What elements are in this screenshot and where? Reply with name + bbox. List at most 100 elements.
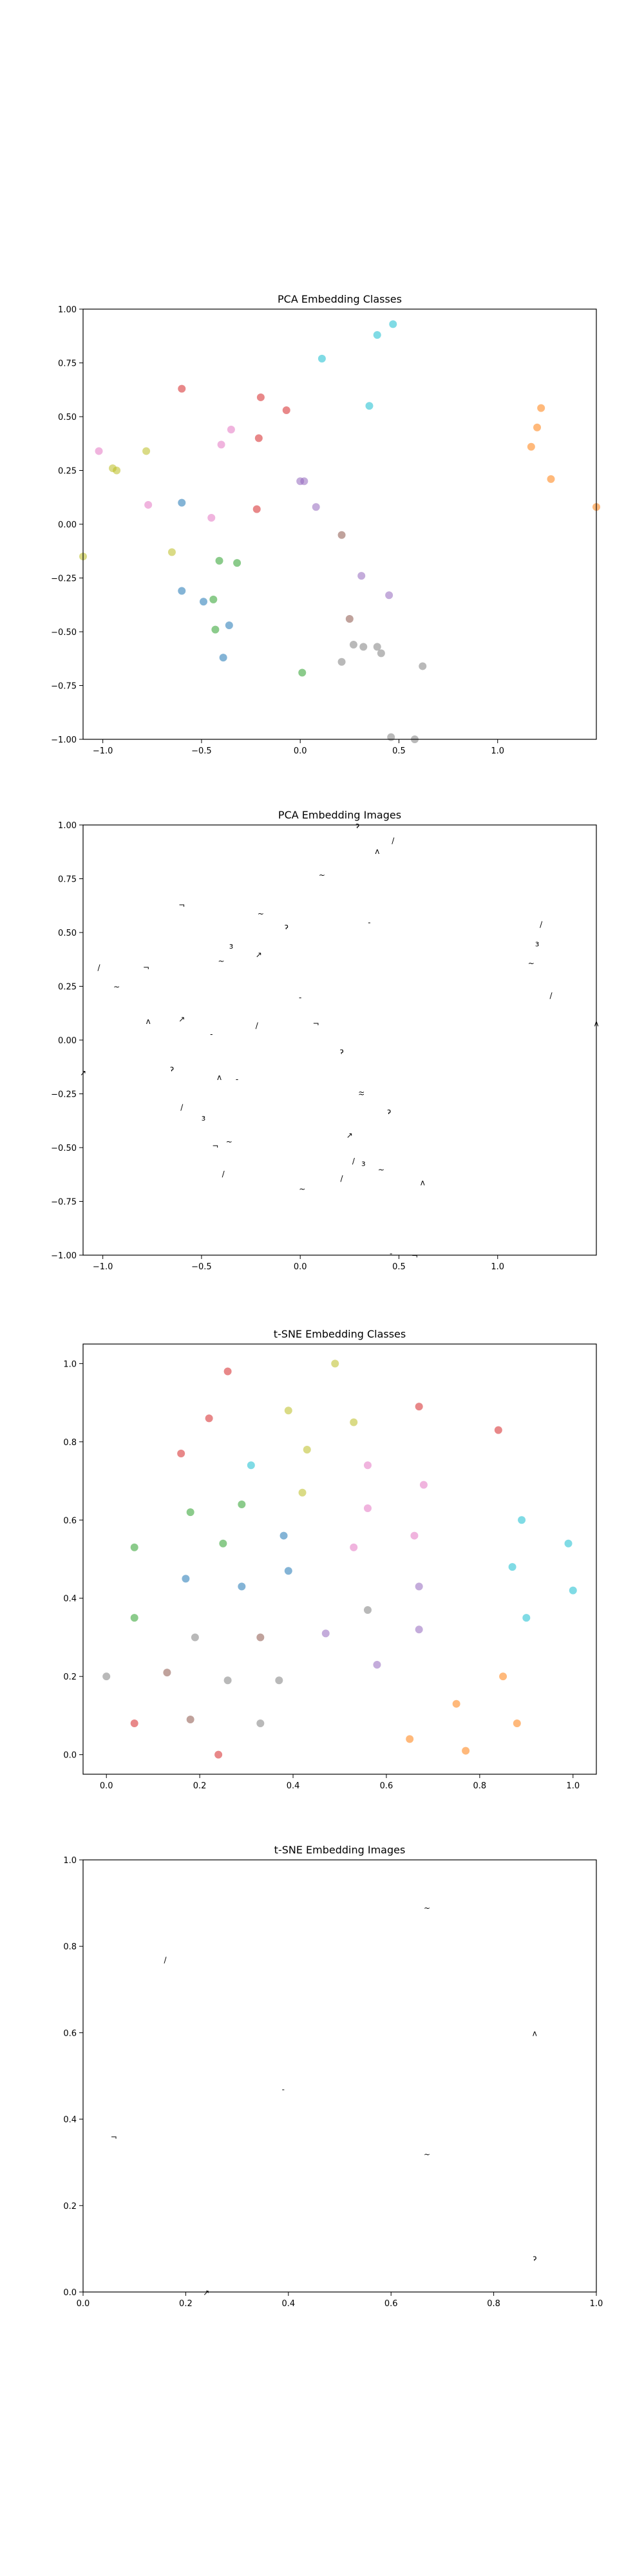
y-tick-label: 1.0: [63, 1856, 77, 1866]
data-point-glyph: ~: [358, 1090, 365, 1099]
data-point: [533, 423, 542, 431]
y-tick-label: 0.2: [63, 2202, 77, 2211]
data-point-glyph: ~: [226, 1137, 232, 1146]
data-point: [537, 404, 545, 412]
y-tick-label: −0.75: [51, 682, 77, 692]
data-point-glyph: /: [392, 836, 395, 845]
x-tick-label: 0.5: [392, 746, 406, 756]
data-point-glyph: ~: [424, 2150, 430, 2159]
data-point: [282, 406, 290, 414]
data-point: [415, 1403, 423, 1411]
data-point: [256, 1633, 265, 1642]
y-tick-label: 0.4: [63, 2116, 77, 2125]
data-point: [350, 1418, 358, 1426]
data-point: [238, 1500, 246, 1508]
x-tick-label: 0.4: [281, 2299, 295, 2309]
data-point-glyph: ↗: [256, 950, 262, 959]
data-point: [387, 733, 395, 741]
data-point: [167, 548, 176, 556]
data-point: [373, 331, 381, 339]
y-tick-label: 0.50: [58, 413, 77, 422]
chart-panel-pca-images: PCA Embedding Images ~ / ʌ - ¬ ~ ɂ ↗ / ɜ ~ / ʌ - ¬ ~ ɂ ↗ / ɜ…: [0, 786, 644, 1300]
x-tick-label: 1.0: [491, 1262, 504, 1272]
data-point: [284, 1567, 292, 1575]
data-point-glyph: /: [222, 1170, 225, 1179]
data-point: [527, 442, 535, 451]
data-point: [298, 668, 307, 677]
data-point: [252, 505, 261, 513]
data-point: [227, 426, 235, 434]
x-tick-label: 0.0: [294, 1262, 307, 1272]
axes-frame: [82, 1343, 597, 1775]
data-point-glyph: ɜ: [361, 1159, 365, 1168]
y-tick-label: 1.0: [63, 1359, 77, 1369]
data-point-glyph: ʌ: [217, 1073, 222, 1082]
data-point: [410, 1531, 419, 1540]
x-tick-label: 1.0: [590, 2299, 603, 2309]
data-point: [415, 1625, 423, 1634]
data-point-glyph: ¬: [412, 1251, 418, 1260]
y-tick-label: 0.50: [58, 929, 77, 938]
data-point-glyph: -: [368, 918, 370, 927]
data-point-glyph: ~: [258, 909, 264, 918]
data-point-glyph: ɂ: [355, 821, 359, 830]
data-point-glyph: /: [540, 920, 543, 929]
y-tick-label: 0.6: [63, 2029, 77, 2038]
y-tick-label: 0.6: [63, 1516, 77, 1526]
x-tick-label: 0.8: [487, 2299, 500, 2309]
chart-title: PCA Embedding Classes: [278, 293, 402, 305]
data-point: [331, 1359, 339, 1368]
data-point: [256, 393, 265, 401]
data-point: [142, 447, 151, 455]
axes-frame: [82, 1859, 597, 2293]
data-point: [217, 440, 225, 449]
data-point: [317, 354, 326, 363]
x-tick-label: 0.0: [294, 746, 307, 756]
data-point-glyph: ¬: [178, 901, 185, 910]
data-point-glyph: /: [549, 991, 553, 1000]
data-point-glyph: -: [210, 1030, 213, 1039]
data-point: [215, 556, 223, 565]
data-point-glyph: ~: [299, 1184, 305, 1193]
data-point: [214, 1750, 223, 1759]
chart-panel-tsne-classes: t-SNE Embedding Classes 0.0 0.2 0.4 0.6 0.8 1.…: [0, 1305, 644, 1819]
x-tick-label: 0.6: [384, 2299, 398, 2309]
chart-pca-classes: PCA Embedding Classes −1.0 −0.5 0.0 0.5 1.0 −1…: [51, 293, 600, 756]
data-point: [321, 1629, 330, 1638]
data-point: [130, 1614, 138, 1622]
data-point: [209, 595, 218, 603]
y-tick-label: −0.25: [51, 574, 77, 584]
data-point: [211, 625, 220, 634]
data-point-glyph: ~: [218, 956, 225, 965]
data-point: [186, 1715, 194, 1723]
y-tick-label: −0.50: [51, 628, 77, 638]
data-point-glyph: /: [341, 1174, 344, 1183]
x-tick-label: 0.2: [193, 1781, 207, 1791]
data-point: [186, 1508, 194, 1517]
data-point: [363, 1605, 372, 1614]
x-tick-label: 0.6: [380, 1781, 393, 1791]
y-tick-label: 1.00: [58, 305, 77, 315]
data-point: [518, 1516, 526, 1524]
data-point-glyph: /: [256, 1021, 259, 1030]
data-point: [207, 513, 216, 522]
data-point: [247, 1461, 255, 1470]
data-point: [415, 1582, 423, 1591]
data-point: [130, 1543, 138, 1551]
data-point: [499, 1672, 507, 1681]
x-tick-label: −1.0: [93, 746, 113, 756]
x-tick-label: −1.0: [93, 1262, 113, 1272]
y-tick-label: 0.00: [58, 1036, 77, 1046]
chart-title: t-SNE Embedding Classes: [274, 1328, 406, 1340]
data-point: [513, 1719, 521, 1728]
y-tick-label: 0.25: [58, 983, 77, 992]
data-point: [522, 1614, 531, 1622]
data-points: [79, 320, 600, 743]
x-tick-label: 0.0: [77, 2299, 90, 2309]
data-point-glyph: ¬: [143, 963, 149, 972]
data-point: [254, 434, 263, 442]
data-point: [373, 643, 381, 651]
data-point: [389, 320, 397, 328]
data-point: [303, 1445, 311, 1454]
y-tick-label: 0.0: [63, 2288, 77, 2298]
